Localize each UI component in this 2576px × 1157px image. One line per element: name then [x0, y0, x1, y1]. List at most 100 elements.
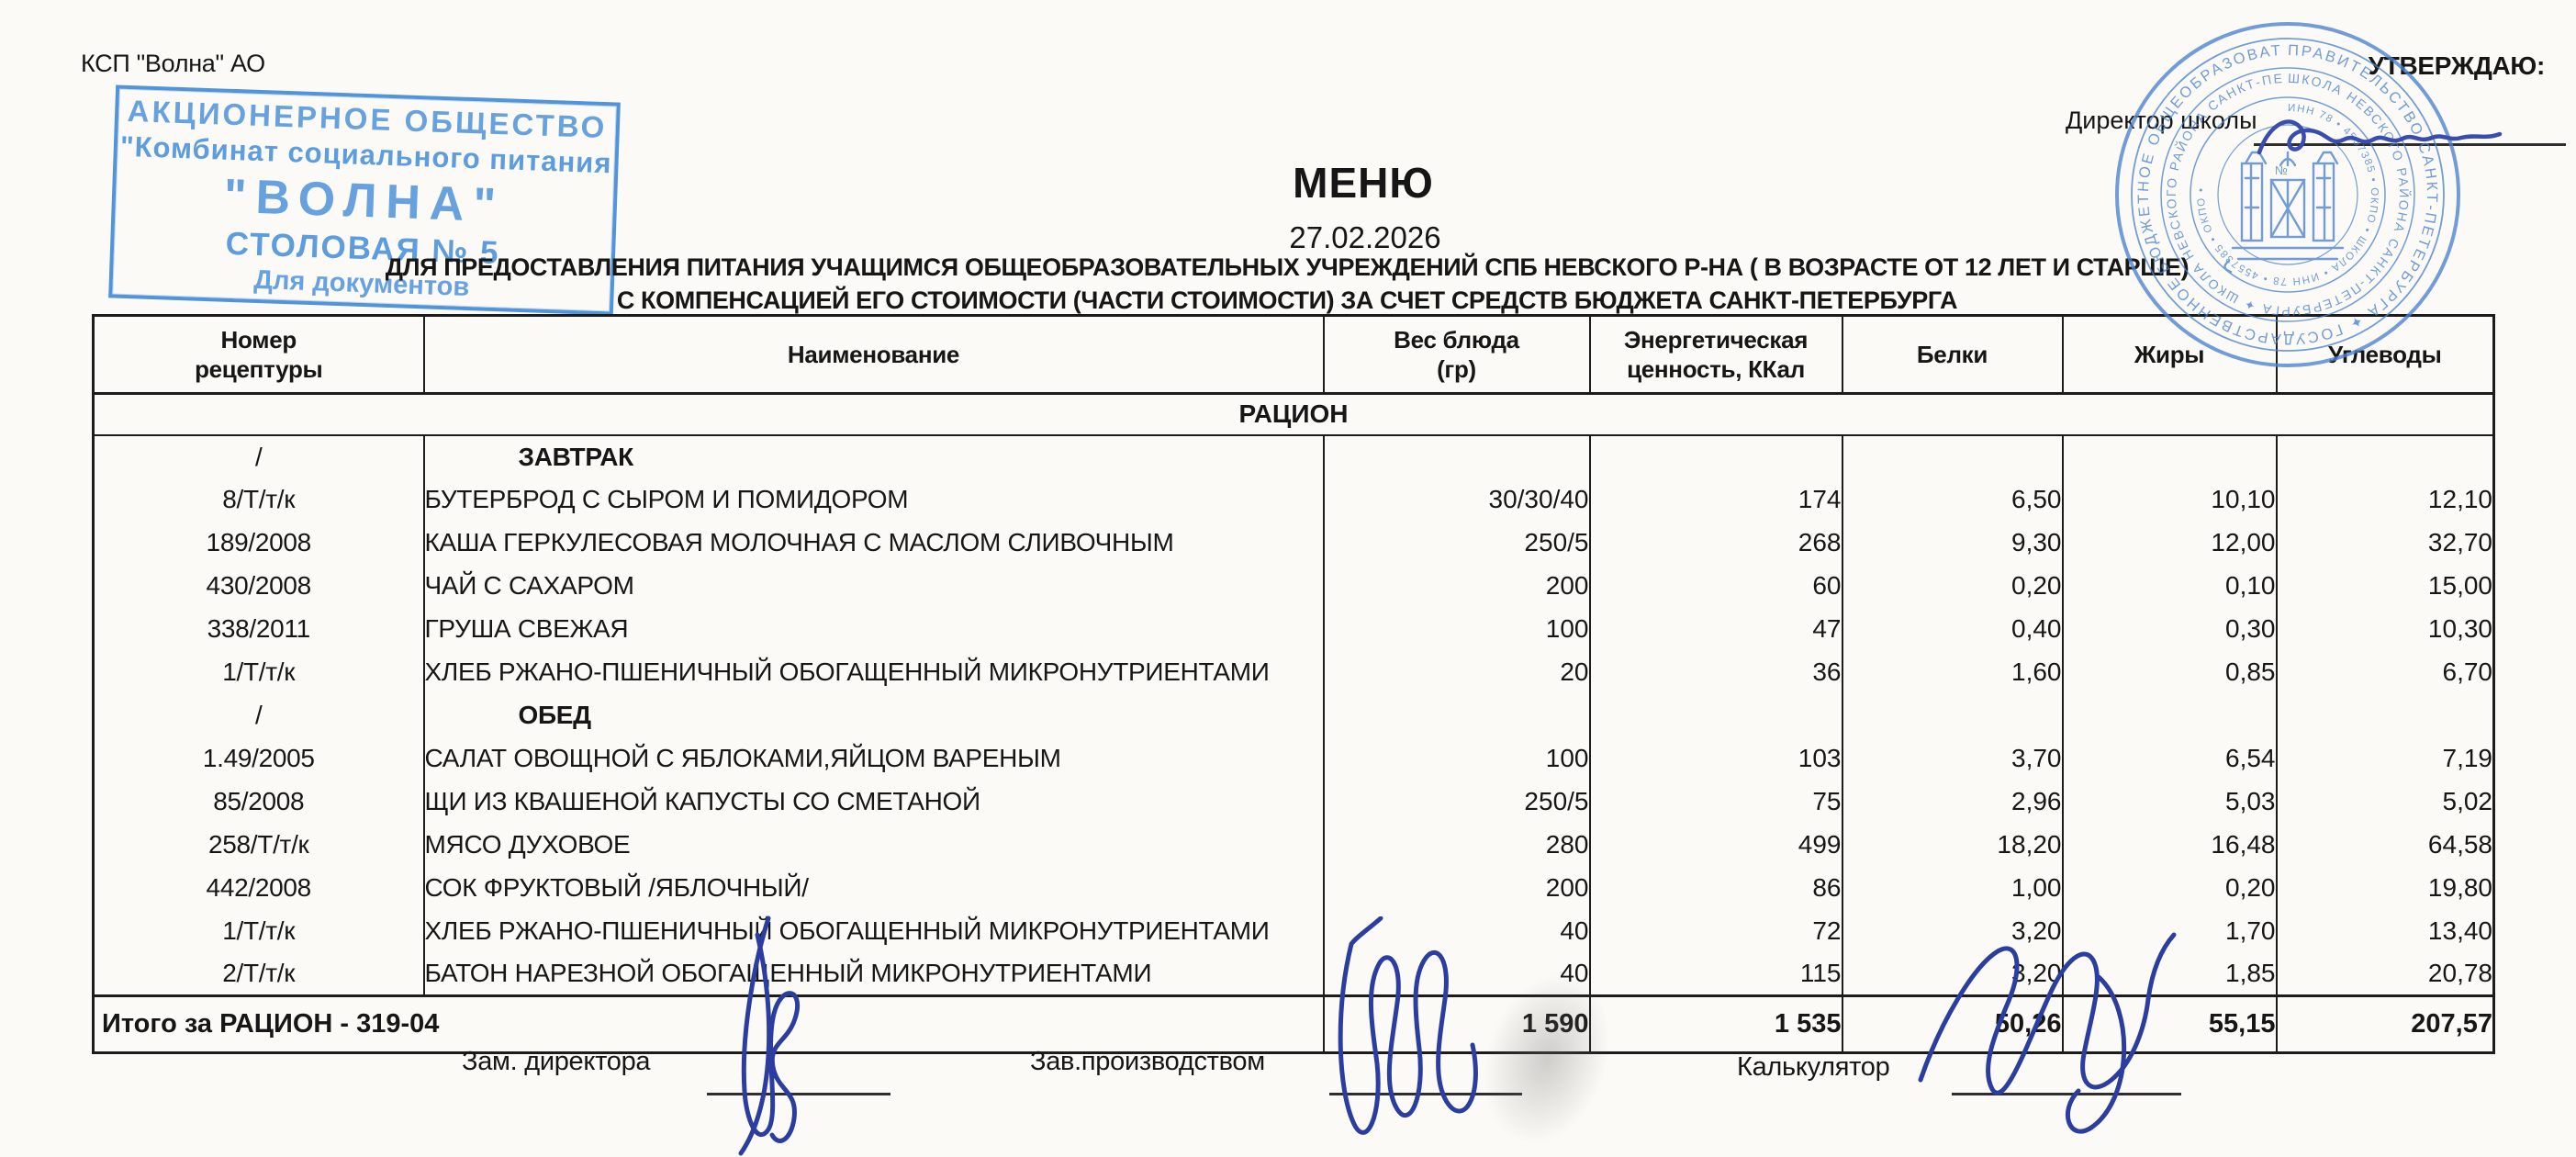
subtitle-line-2: С КОМПЕНСАЦИЕЙ ЕГО СТОИМОСТИ (ЧАСТИ СТОИ… — [616, 286, 1958, 314]
director-signature — [2254, 99, 2529, 173]
cell-dish-name: ЧАЙ С САХАРОМ — [422, 564, 1325, 608]
cell-fat: 6,54 — [2061, 736, 2278, 781]
cell-dish-name: МЯСО ДУХОВОЕ — [422, 823, 1325, 867]
cell-protein: 9,30 — [1841, 521, 2064, 565]
cell-recipe-number: 2/Т/т/к — [92, 952, 425, 996]
cell-carbs: 15,00 — [2275, 564, 2495, 608]
column-header-carbs: Углеводы — [2275, 315, 2495, 395]
item-row: 1.49/2005 САЛАТ ОВОЩНОЙ С ЯБЛОКАМИ,ЯЙЦОМ… — [92, 736, 2495, 781]
cell-kcal: 47 — [1588, 607, 1843, 651]
cell-carbs: 64,58 — [2275, 823, 2495, 867]
item-row: 1/Т/т/к ХЛЕБ РЖАНО-ПШЕНИЧНЫЙ ОБОГАЩЕННЫЙ… — [92, 650, 2495, 694]
cell-recipe-number: 189/2008 — [92, 521, 425, 565]
calculator-signature-line — [1952, 1093, 2181, 1095]
cell-protein: 18,20 — [1841, 823, 2064, 867]
cell-recipe-number: 1/Т/т/к — [92, 650, 425, 694]
cell-fat: 0,10 — [2061, 564, 2278, 608]
item-row: 338/2011 ГРУША СВЕЖАЯ 100 47 0,40 0,30 1… — [92, 607, 2495, 651]
deputy-signature-line — [707, 1093, 890, 1095]
production-signature-line — [1329, 1093, 1522, 1095]
cell-weight: 250/5 — [1322, 521, 1591, 565]
totals-kcal: 1 535 — [1588, 994, 1843, 1053]
cell-carbs: 20,78 — [2275, 952, 2495, 996]
menu-table: Номер рецептуры Наименование Вес блюда (… — [92, 314, 2495, 1054]
production-signature — [1320, 916, 1550, 1157]
item-row: 85/2008 ЩИ ИЗ КВАШЕНОЙ КАПУСТЫ СО СМЕТАН… — [92, 780, 2495, 824]
cell-weight: 200 — [1322, 866, 1591, 910]
org-name: КСП "Волна" АО — [81, 50, 265, 77]
item-row: 258/Т/т/к МЯСО ДУХОВОЕ 280 499 18,20 16,… — [92, 823, 2495, 867]
cell-weight: 20 — [1322, 650, 1591, 694]
cell-carbs: 7,19 — [2275, 736, 2495, 781]
totals-row: Итого за РАЦИОН - 319-04 1 590 1 535 50,… — [92, 994, 2495, 1053]
cell-kcal: 60 — [1588, 564, 1843, 608]
page-title: МЕНЮ — [1293, 159, 1434, 207]
cell-recipe-number: 442/2008 — [92, 866, 425, 910]
column-header-recipe-number: Номер рецептуры — [92, 315, 425, 395]
table-header-row: Номер рецептуры Наименование Вес блюда (… — [92, 315, 2495, 395]
meal-header-row-breakfast: / ЗАВТРАК — [92, 434, 2495, 478]
calculator-signature — [1906, 926, 2209, 1135]
cell-carbs: 19,80 — [2275, 866, 2495, 910]
cell-weight: 100 — [1322, 607, 1591, 651]
totals-weight: 1 590 — [1322, 994, 1591, 1053]
cell-dish-name: ХЛЕБ РЖАНО-ПШЕНИЧНЫЙ ОБОГАЩЕННЫЙ МИКРОНУ… — [422, 909, 1325, 953]
meal-label-breakfast: ЗАВТРАК — [422, 434, 1325, 478]
cell-recipe-number: / — [92, 693, 425, 737]
cell-weight: 200 — [1322, 564, 1591, 608]
cell-dish-name: ХЛЕБ РЖАНО-ПШЕНИЧНЫЙ ОБОГАЩЕННЫЙ МИКРОНУ… — [422, 650, 1325, 694]
cell-fat: 12,00 — [2061, 521, 2278, 565]
cell-recipe-number: 1/Т/т/к — [92, 909, 425, 953]
cell-carbs: 12,10 — [2275, 477, 2495, 522]
cell-weight: 100 — [1322, 736, 1591, 781]
cell-fat: 0,30 — [2061, 607, 2278, 651]
cell-kcal: 268 — [1588, 521, 1843, 565]
meal-label-lunch: ОБЕД — [422, 693, 1325, 737]
cell-recipe-number: 430/2008 — [92, 564, 425, 608]
cell-dish-name: САЛАТ ОВОЩНОЙ С ЯБЛОКАМИ,ЯЙЦОМ ВАРЕНЫМ — [422, 736, 1325, 781]
cell-fat: 10,10 — [2061, 477, 2278, 522]
cell-kcal: 86 — [1588, 866, 1843, 910]
cell-weight: 250/5 — [1322, 780, 1591, 824]
cell-protein: 3,20 — [1841, 909, 2064, 953]
cell-dish-name: СОК ФРУКТОВЫЙ /ЯБЛОЧНЫЙ/ — [422, 866, 1325, 910]
cell-dish-name: КАША ГЕРКУЛЕСОВАЯ МОЛОЧНАЯ С МАСЛОМ СЛИВ… — [422, 521, 1325, 565]
cell-kcal: 499 — [1588, 823, 1843, 867]
column-header-fat: Жиры — [2061, 315, 2278, 395]
cell-fat: 16,48 — [2061, 823, 2278, 867]
section-row-ration: РАЦИОН — [92, 393, 2495, 436]
cell-dish-name: ГРУША СВЕЖАЯ — [422, 607, 1325, 651]
column-header-protein: Белки — [1841, 315, 2064, 395]
totals-fat: 55,15 — [2061, 994, 2278, 1053]
calculator-label: Калькулятор — [1737, 1052, 1890, 1082]
cell-fat: 0,20 — [2061, 866, 2278, 910]
cell-dish-name: ЩИ ИЗ КВАШЕНОЙ КАПУСТЫ СО СМЕТАНОЙ — [422, 780, 1325, 824]
cell-kcal: 36 — [1588, 650, 1843, 694]
cell-kcal: 103 — [1588, 736, 1843, 781]
cell-recipe-number: 8/Т/т/к — [92, 477, 425, 522]
item-row: 442/2008 СОК ФРУКТОВЫЙ /ЯБЛОЧНЫЙ/ 200 86… — [92, 866, 2495, 910]
cell-kcal: 75 — [1588, 780, 1843, 824]
cell-protein: 0,20 — [1841, 564, 2064, 608]
menu-date: 27.02.2026 — [1289, 220, 1441, 254]
cell-weight: 40 — [1322, 952, 1591, 996]
cell-kcal: 72 — [1588, 909, 1843, 953]
cell-protein: 2,96 — [1841, 780, 2064, 824]
cell-protein: 3,70 — [1841, 736, 2064, 781]
column-header-weight: Вес блюда (гр) — [1322, 315, 1591, 395]
cell-dish-name: БУТЕРБРОД С СЫРОМ И ПОМИДОРОМ — [422, 477, 1325, 522]
cell-fat: 1,70 — [2061, 909, 2278, 953]
cell-kcal: 115 — [1588, 952, 1843, 996]
cell-fat: 0,85 — [2061, 650, 2278, 694]
cell-protein: 6,50 — [1841, 477, 2064, 522]
column-header-energy: Энергетическая ценность, ККал — [1588, 315, 1843, 395]
item-row: 8/Т/т/к БУТЕРБРОД С СЫРОМ И ПОМИДОРОМ 30… — [92, 477, 2495, 522]
item-row: 1/Т/т/к ХЛЕБ РЖАНО-ПШЕНИЧНЫЙ ОБОГАЩЕННЫЙ… — [92, 909, 2495, 953]
cell-recipe-number: / — [92, 434, 425, 478]
section-label: РАЦИОН — [92, 393, 2495, 436]
deputy-director-label: Зам. директора — [462, 1047, 651, 1076]
cell-protein: 0,40 — [1841, 607, 2064, 651]
subtitle-line-1: ДЛЯ ПРЕДОСТАВЛЕНИЯ ПИТАНИЯ УЧАЩИМСЯ ОБЩЕ… — [385, 253, 2190, 281]
cell-recipe-number: 338/2011 — [92, 607, 425, 651]
